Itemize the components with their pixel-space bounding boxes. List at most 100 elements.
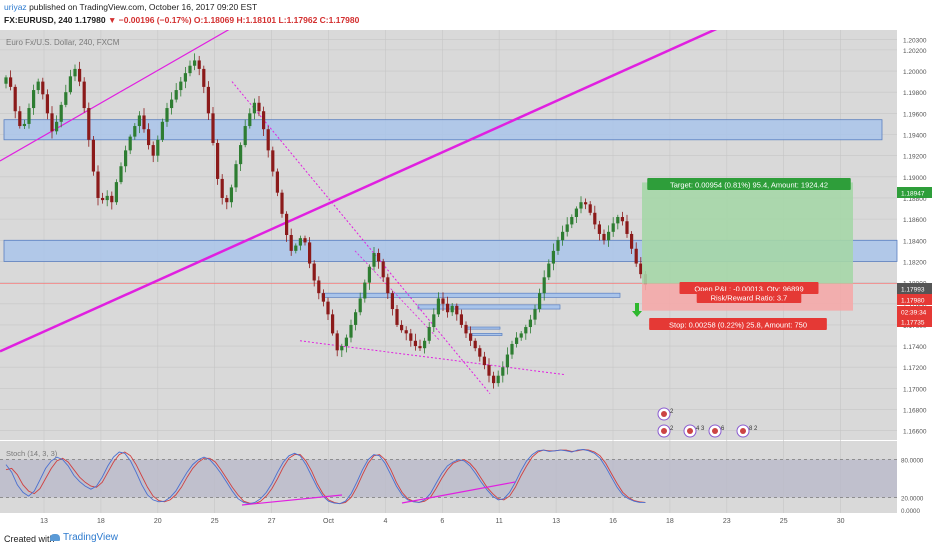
candle-body [340,346,344,351]
candle-body [423,340,427,349]
candle-body [469,333,473,341]
ohlc-low: L:1.17962 [278,15,318,25]
candle-body [234,164,238,188]
price-tick-label: 1.17400 [903,344,927,351]
tradingview-logo[interactable]: TradingView [50,532,118,543]
candle-body [326,301,330,315]
candle-body [358,298,362,313]
candle-body [165,108,169,122]
candle-body [538,293,542,310]
price-tick-label: 1.20000 [903,69,927,76]
mini-zone [321,292,621,298]
price-tick-label: 1.18400 [903,238,927,245]
candle-body [584,202,588,205]
candle-body [183,73,187,82]
price-label-last [897,283,932,294]
brand-text: TradingView [63,532,119,543]
stoch-tick-label: 20.0000 [901,495,924,502]
price-label-target [897,187,932,198]
candle-body [91,139,95,172]
candle-body [59,104,63,122]
candle-body [216,142,220,179]
last-price: 1.17980 [74,15,106,25]
candle-body [570,217,574,225]
price-tick-label: 1.18600 [903,217,927,224]
candle-body [133,126,137,137]
candle-body [55,121,59,132]
candle-body [156,139,160,156]
symbol-text: FX:EURUSD, 240 [4,15,73,25]
candle-body [248,113,252,127]
time-tick-label: 20 [154,518,162,525]
chart-header: uriyaz published on TradingView.com, Oct… [0,0,932,30]
candle-body [96,171,100,198]
time-tick-label: 18 [666,518,674,525]
risk-reward-label-box [696,291,802,303]
candle-body [616,217,620,224]
event-badges[interactable]: 2 2 4 3 6 8 2 [657,407,758,438]
symbol-line: FX:EURUSD, 240 1.17980 ▼ −0.00196 (−0.17… [4,15,359,25]
candle-body [482,356,486,366]
candle-body [349,324,353,338]
price-tick-label: 1.16800 [903,408,927,415]
footer: Created with TradingView [0,530,932,550]
candle-body [202,68,206,87]
candle-body [588,204,592,213]
candle-body [432,314,436,328]
arrow-up-icon[interactable] [632,303,642,317]
candle-body [206,86,210,114]
candle-body [193,60,197,66]
price-label-text: 1.17993 [901,287,925,294]
author-link[interactable]: uriyaz [4,2,27,12]
candle-body [78,68,82,82]
candle-body [413,340,417,347]
candle-body [68,76,72,93]
candle-body [266,129,270,151]
candle-body [294,245,298,251]
price-label-text: 1.17980 [901,298,925,305]
candle-body [64,92,68,105]
stoch-trendline-2 [401,481,516,504]
risk-reward-label: Risk/Reward Ratio: 3.7 [711,294,788,303]
candle-body [239,145,243,165]
candle-body [639,263,643,275]
candle-body [344,337,348,347]
position-tool[interactable]: Target: 0.00954 (0.81%) 95.4, Amount: 19… [632,178,853,330]
candle-body [243,126,247,146]
price-chart[interactable]: Target: 0.00954 (0.81%) 95.4, Amount: 19… [0,30,932,530]
candle-body [501,367,505,376]
candle-body [409,333,413,341]
candle-body [197,60,201,69]
candle-body [551,250,555,264]
candle-body [372,252,376,267]
candle-body [82,81,86,109]
candle-body [308,242,312,264]
price-tick-label: 1.17800 [903,302,927,309]
stochastic-layer: 80.0000 20.0000 0.0000 [0,449,924,515]
candle-body [280,192,284,214]
price-axis[interactable] [897,30,932,530]
price-label-countdown [897,306,932,317]
candle-body [386,277,390,294]
event-badge-count: 6 [721,426,725,432]
candle-body [363,282,367,299]
candle-body [446,303,450,313]
candle-body [634,248,638,264]
trendlines-layer [0,30,718,395]
published-text: published on TradingView.com, October 16… [29,2,258,12]
event-flag-dot-icon [740,428,746,434]
candle-body [211,113,215,143]
candle-body [179,81,183,91]
event-badge-count: 4 3 [696,426,705,432]
stoch-tick-label: 0.0000 [901,508,920,515]
trendline-dotted-lower [299,340,566,376]
candle-body [262,111,266,130]
candle-body [303,238,307,243]
candle-body [174,90,178,100]
price-label-text: 02:39:34 [901,310,927,317]
candle-body [119,166,123,183]
price-tick-label: 1.17200 [903,365,927,372]
candle-body [630,233,634,249]
candle-body [528,319,532,328]
time-axis[interactable] [0,513,897,530]
